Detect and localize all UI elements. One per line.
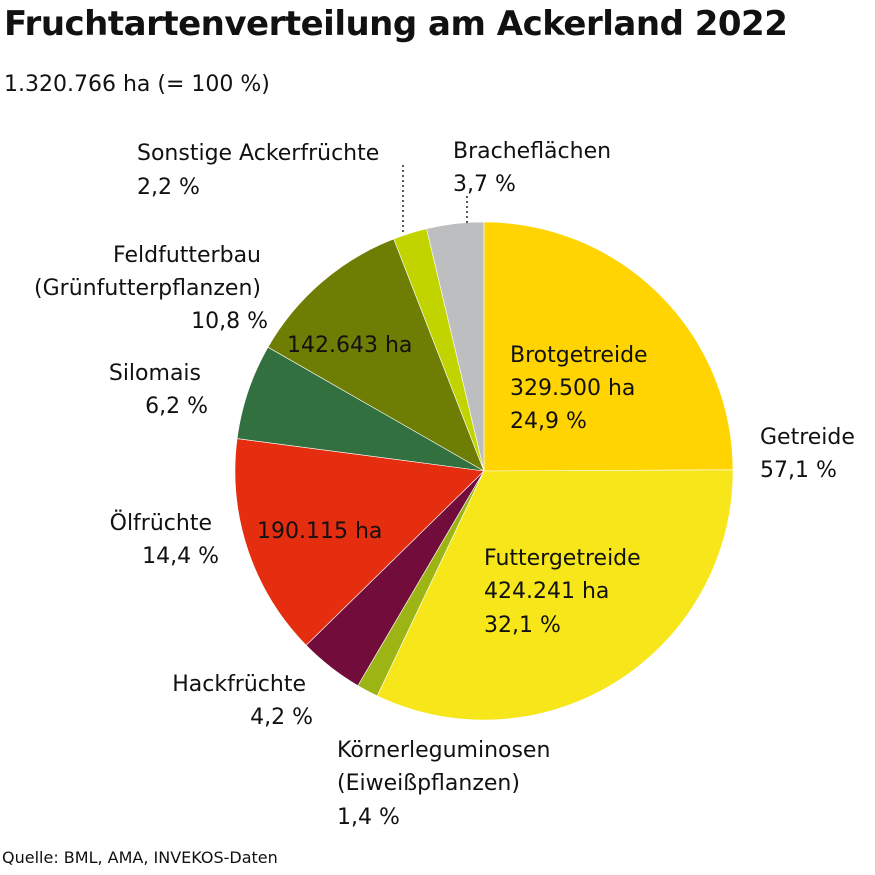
chart-title: Fruchtartenverteilung am Ackerland 2022 (4, 4, 788, 44)
label-hackfruechte: Hackfrüchte 4,2 % (172, 672, 313, 730)
label-brotgetreide-ha: 329.500 ha (510, 376, 635, 401)
label-futtergetreide-pct: 32,1 % (484, 613, 561, 638)
label-oelfruechte-ha: 190.115 ha (257, 519, 382, 544)
label-getreide-name: Getreide (760, 425, 855, 450)
label-feld-name: Feldfutterbau (113, 243, 261, 268)
label-sonst-pct: 2,2 % (137, 175, 200, 200)
label-koerner-sub: (Eiweißpflanzen) (337, 771, 520, 796)
label-koerner-name: Körnerleguminosen (337, 738, 550, 763)
label-feld-sub: (Grünfutterpflanzen) (34, 276, 261, 301)
label-feldfutterbau: Feldfutterbau (Grünfutterpflanzen) 10,8 … (34, 243, 268, 334)
source-note: Quelle: BML, AMA, INVEKOS-Daten (2, 848, 278, 867)
label-brotgetreide: Brotgetreide 329.500 ha 24,9 % (510, 343, 655, 434)
label-oel-name: Ölfrüchte (110, 510, 212, 536)
label-oelfruechte: Ölfrüchte 14,4 % (110, 510, 219, 569)
label-sonst-name: Sonstige Ackerfrüchte (137, 141, 379, 166)
pie-slice-feldfutterbau-grünfutterpflanzen (267, 238, 485, 472)
label-brotgetreide-name: Brotgetreide (510, 343, 648, 368)
label-futtergetreide: Futtergetreide 424.241 ha 32,1 % (484, 546, 648, 638)
label-brotgetreide-pct: 24,9 % (510, 409, 587, 434)
label-futtergetreide-ha: 424.241 ha (484, 579, 609, 604)
label-koerner-pct: 1,4 % (337, 805, 400, 830)
pie-slices (234, 221, 734, 721)
label-sonstige-ackerfruechte: Sonstige Ackerfrüchte 2,2 % (137, 141, 386, 200)
pie-slice-bracheflächen (426, 221, 485, 472)
label-feld-pct: 10,8 % (191, 309, 268, 334)
label-koernerleguminosen: Körnerleguminosen (Eiweißpflanzen) 1,4 % (337, 738, 557, 830)
label-silomais: Silomais 6,2 % (109, 361, 208, 419)
chart-subtitle-total: 1.320.766 ha (= 100 %) (4, 72, 270, 97)
label-silo-pct: 6,2 % (145, 394, 208, 419)
label-feldfutterbau-ha: 142.643 ha (287, 333, 412, 358)
pie-slice-brotgetreide (483, 221, 734, 472)
label-oel-pct: 14,4 % (142, 544, 219, 569)
pie-slice-ölfrüchte (234, 438, 485, 646)
label-hack-name: Hackfrüchte (172, 672, 306, 697)
label-silo-name: Silomais (109, 361, 201, 386)
label-brachflaechen: Bracheflächen 3,7 % (453, 139, 618, 197)
label-futtergetreide-name: Futtergetreide (484, 546, 641, 571)
label-brache-name: Bracheflächen (453, 139, 611, 164)
label-getreide-group: Getreide 57,1 % (760, 425, 862, 483)
label-getreide-pct: 57,1 % (760, 458, 837, 483)
pie-slice-futtergetreide (376, 469, 734, 721)
label-brache-pct: 3,7 % (453, 172, 516, 197)
label-hack-pct: 4,2 % (250, 705, 313, 730)
